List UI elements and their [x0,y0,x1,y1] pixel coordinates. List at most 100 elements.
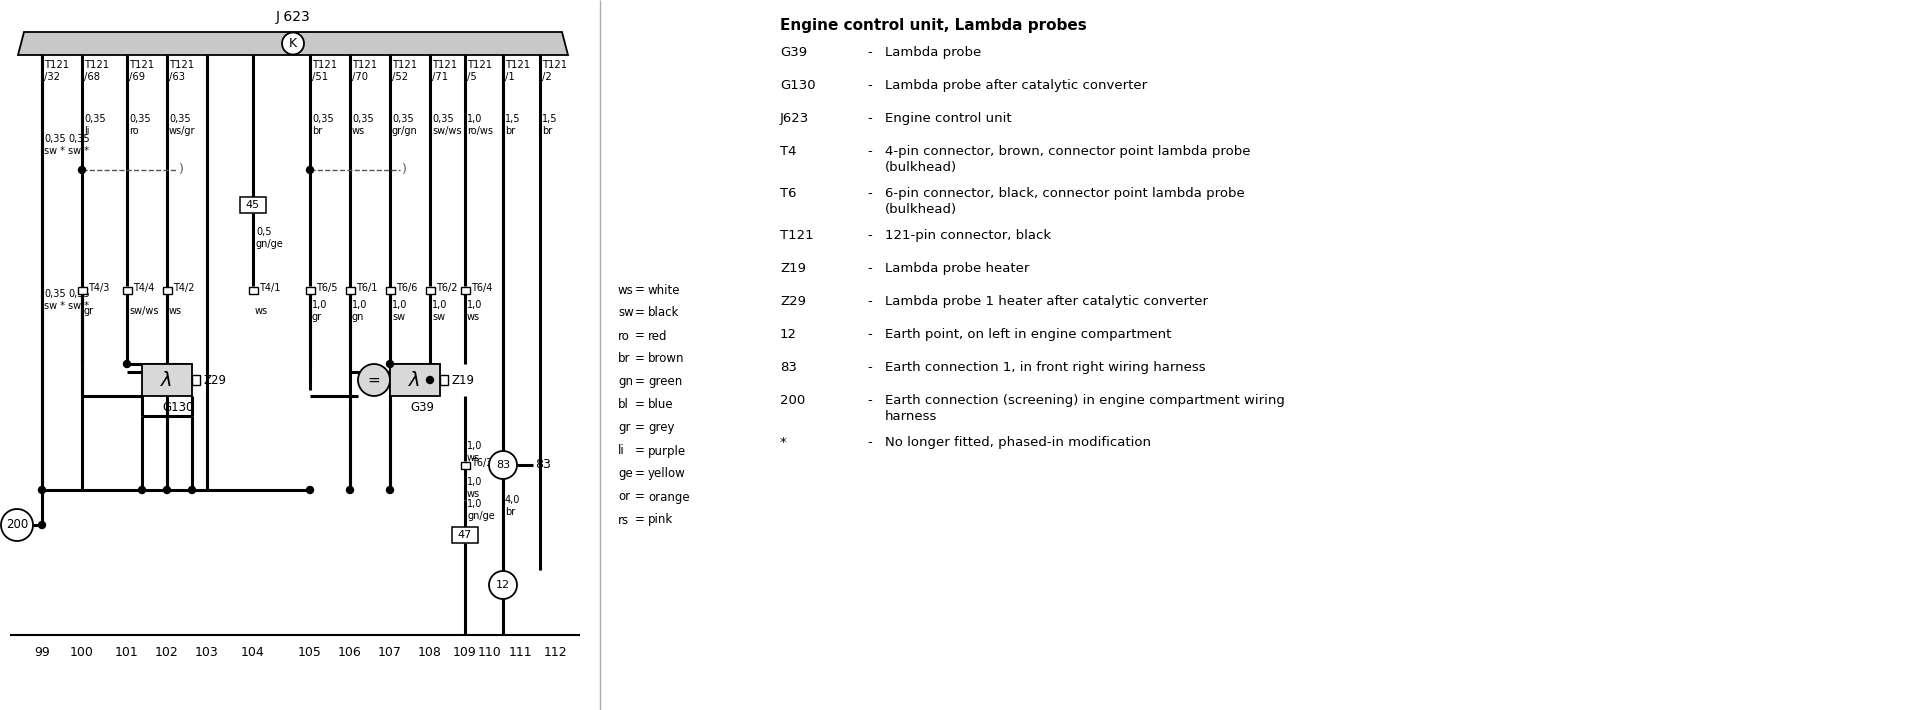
Text: 102: 102 [156,647,179,660]
Text: T4/4: T4/4 [132,283,154,293]
Circle shape [163,486,171,493]
Text: -: - [868,187,872,200]
Text: T4/1: T4/1 [259,283,280,293]
Text: 47: 47 [457,530,472,540]
Text: black: black [649,307,680,320]
Text: 0,35
sw *: 0,35 sw * [67,289,90,311]
Text: T121
/70: T121 /70 [351,60,376,82]
Text: pink: pink [649,513,674,527]
Text: Earth connection (screening) in engine compartment wiring: Earth connection (screening) in engine c… [885,394,1284,407]
Text: sw/ws: sw/ws [129,306,159,316]
Text: -: - [868,295,872,308]
Text: -: - [868,79,872,92]
Text: Earth connection 1, in front right wiring harness: Earth connection 1, in front right wirin… [885,361,1206,374]
Circle shape [357,364,390,396]
Text: λ: λ [409,371,420,390]
Text: λ: λ [161,371,173,390]
Circle shape [307,486,313,493]
Text: 111: 111 [509,647,532,660]
Circle shape [123,361,131,368]
Text: 83: 83 [780,361,797,374]
Circle shape [138,486,146,493]
Bar [346,287,355,293]
Text: =: = [636,513,645,527]
Text: -: - [868,328,872,341]
Text: G130: G130 [780,79,816,92]
Text: 0,35
ws: 0,35 ws [351,114,374,136]
Text: 101: 101 [115,647,138,660]
Circle shape [426,376,434,383]
Text: 45: 45 [246,200,259,210]
Text: 0,35
br: 0,35 br [311,114,334,136]
Text: green: green [649,376,682,388]
Text: 200: 200 [6,518,29,532]
Text: Lambda probe heater: Lambda probe heater [885,262,1029,275]
Text: T6/2: T6/2 [436,283,457,293]
Text: 1,0
sw: 1,0 sw [392,300,407,322]
Text: gr: gr [84,306,94,316]
Text: 1,0
gn/ge: 1,0 gn/ge [467,499,495,520]
Text: Engine control unit: Engine control unit [885,112,1012,125]
Bar [123,287,131,293]
Bar [163,287,171,293]
Text: J623: J623 [780,112,808,125]
Text: ): ) [401,163,407,177]
Text: 105: 105 [298,647,323,660]
Text: -: - [868,229,872,242]
Circle shape [490,451,516,479]
Text: Z19: Z19 [780,262,806,275]
Text: =: = [636,398,645,412]
Text: 1,5
br: 1,5 br [505,114,520,136]
Text: 0,35
sw/ws: 0,35 sw/ws [432,114,461,136]
Text: =: = [636,283,645,297]
Text: T121
/51: T121 /51 [311,60,338,82]
Text: Z29: Z29 [204,373,227,386]
Text: yellow: yellow [649,467,685,481]
Text: 1,0
ws: 1,0 ws [467,441,482,463]
Text: 1,0
ro/ws: 1,0 ro/ws [467,114,493,136]
Text: 106: 106 [338,647,361,660]
Text: 0,35
gr/gn: 0,35 gr/gn [392,114,419,136]
Text: red: red [649,329,668,342]
Text: 12: 12 [495,580,511,590]
Text: 4-pin connector, brown, connector point lambda probe: 4-pin connector, brown, connector point … [885,145,1250,158]
Circle shape [307,167,313,173]
Text: (bulkhead): (bulkhead) [885,161,958,174]
Text: 1,0
sw: 1,0 sw [432,300,447,322]
Text: harness: harness [885,410,937,423]
Text: 12: 12 [780,328,797,341]
Text: G39: G39 [780,46,806,59]
Bar [426,287,434,293]
Text: 112: 112 [543,647,566,660]
Text: white: white [649,283,680,297]
Text: 110: 110 [478,647,501,660]
Circle shape [282,33,303,55]
Text: gn: gn [618,376,634,388]
Text: 0,35
ws/gr: 0,35 ws/gr [169,114,196,136]
Bar [142,364,192,396]
Text: rs: rs [618,513,630,527]
Bar [451,527,478,543]
Text: bl: bl [618,398,630,412]
Text: Earth point, on left in engine compartment: Earth point, on left in engine compartme… [885,328,1171,341]
Text: -: - [868,361,872,374]
Text: T121
/5: T121 /5 [467,60,492,82]
Circle shape [346,486,353,493]
Text: T6/4: T6/4 [470,283,492,293]
Text: 1,0
ws: 1,0 ws [467,300,482,322]
Text: T121
/69: T121 /69 [129,60,154,82]
Text: J 623: J 623 [276,10,311,24]
Circle shape [79,167,86,173]
Text: T121
/68: T121 /68 [84,60,109,82]
Text: No longer fitted, phased-in modification: No longer fitted, phased-in modification [885,436,1150,449]
Circle shape [490,571,516,599]
Text: T4: T4 [780,145,797,158]
Text: 1,0
ws: 1,0 ws [467,477,482,498]
Text: 108: 108 [419,647,442,660]
Circle shape [386,486,394,493]
Text: 0,35
ro: 0,35 ro [129,114,150,136]
Text: =: = [636,352,645,366]
Text: -: - [868,112,872,125]
Text: G39: G39 [411,401,434,414]
Text: T121: T121 [780,229,814,242]
